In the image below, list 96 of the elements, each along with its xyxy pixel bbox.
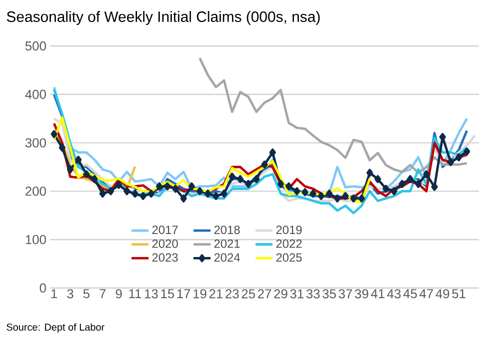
x-tick-label: 27	[258, 289, 272, 298]
legend-label: 2020	[152, 239, 178, 248]
point	[447, 158, 454, 166]
x-tick-label: 41	[370, 289, 384, 298]
x-tick-label: 33	[306, 289, 320, 298]
point	[439, 132, 446, 141]
point	[326, 190, 333, 198]
point	[236, 175, 244, 184]
legend-label: 2018	[214, 226, 240, 234]
chart-title: Seasonality of Weekly Initial Claims (000s, nsa)	[6, 11, 320, 25]
point	[423, 170, 430, 178]
point	[212, 192, 220, 200]
point	[172, 184, 179, 193]
legend-label: 2017	[152, 226, 178, 234]
point	[318, 192, 324, 200]
x-tick-label: 7	[100, 289, 106, 298]
point	[261, 160, 268, 169]
x-tick-label: 47	[419, 289, 433, 298]
point	[310, 190, 316, 198]
x-tick-label: 19	[194, 289, 206, 298]
x-tick-label: 43	[387, 289, 401, 298]
x-tick-label: 11	[129, 289, 142, 298]
point	[180, 194, 187, 202]
x-tick-label: 25	[242, 289, 255, 298]
y-tick-label: 300	[25, 138, 46, 148]
y-tick-label: 200	[26, 186, 46, 196]
point	[277, 180, 284, 188]
x-tick-label: 51	[452, 289, 466, 298]
y-tick-label: 500	[25, 41, 46, 51]
point	[188, 182, 195, 190]
x-tick-label: 9	[116, 289, 122, 298]
x-tick-label: 39	[354, 289, 368, 298]
source-note: Source: Dept of Labor	[6, 323, 104, 333]
x-tick-label: 49	[436, 289, 450, 298]
point	[269, 148, 276, 156]
point	[50, 130, 58, 138]
point	[99, 190, 106, 198]
y-tick-label: 0	[40, 283, 46, 293]
x-tick-label: 21	[209, 289, 223, 298]
point	[245, 180, 252, 188]
point	[140, 192, 146, 200]
point	[374, 175, 382, 184]
point	[302, 188, 308, 196]
point	[58, 144, 66, 152]
point	[294, 187, 300, 196]
point	[156, 182, 163, 190]
legend-label: 2023	[152, 253, 178, 262]
legend-label: 2019	[276, 226, 302, 234]
point	[220, 190, 228, 198]
point	[406, 175, 414, 184]
point	[334, 194, 341, 202]
point	[390, 187, 398, 196]
x-tick-label: 31	[290, 289, 304, 298]
point	[66, 165, 74, 174]
point	[107, 187, 114, 196]
legend-label: 2025	[276, 253, 302, 262]
point	[124, 187, 130, 196]
x-tick-label: 1	[51, 289, 58, 298]
line-series	[52, 116, 371, 204]
point	[164, 182, 171, 190]
point	[116, 180, 122, 189]
legend-label: 2022	[276, 239, 302, 248]
point	[358, 194, 365, 202]
legend-label: 2024	[214, 253, 240, 262]
point	[75, 156, 82, 164]
point	[455, 153, 462, 162]
point	[350, 194, 357, 202]
x-tick-label: 37	[338, 289, 352, 298]
point	[366, 168, 374, 177]
y-tick-label: 100	[26, 235, 46, 244]
point	[91, 175, 98, 184]
x-tick-label: 13	[144, 289, 158, 298]
x-tick-label: 29	[274, 289, 288, 298]
x-tick-label: 5	[83, 289, 90, 298]
legend-label: 2021	[214, 239, 240, 248]
point	[196, 187, 204, 196]
point	[253, 175, 260, 184]
point	[398, 180, 406, 188]
point	[285, 182, 292, 190]
x-tick-label: 45	[403, 289, 417, 298]
x-tick-label: 35	[322, 289, 336, 298]
x-tick-label: 15	[161, 289, 174, 298]
point	[415, 180, 422, 188]
point	[431, 182, 438, 191]
point	[204, 190, 212, 198]
point	[228, 172, 236, 181]
point	[132, 190, 138, 198]
x-tick-label: 3	[67, 289, 74, 298]
point	[83, 170, 90, 178]
point	[148, 190, 154, 198]
point	[342, 192, 349, 200]
y-tick-label: 400	[25, 90, 46, 99]
point	[464, 148, 470, 156]
x-tick-label: 17	[177, 289, 190, 298]
x-tick-label: 23	[226, 289, 239, 298]
point	[382, 184, 390, 193]
